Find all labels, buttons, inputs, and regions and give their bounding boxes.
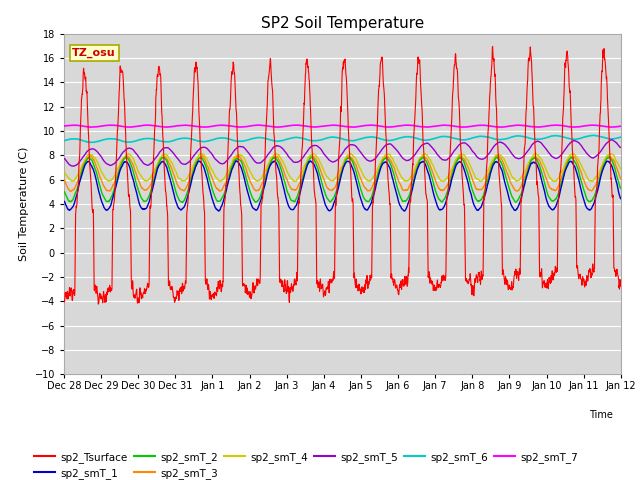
Text: Time: Time — [589, 409, 612, 420]
Title: SP2 Soil Temperature: SP2 Soil Temperature — [260, 16, 424, 31]
Text: TZ_osu: TZ_osu — [72, 48, 116, 58]
Y-axis label: Soil Temperature (C): Soil Temperature (C) — [19, 147, 29, 261]
Legend: sp2_Tsurface, sp2_smT_1, sp2_smT_2, sp2_smT_3, sp2_smT_4, sp2_smT_5, sp2_smT_6, : sp2_Tsurface, sp2_smT_1, sp2_smT_2, sp2_… — [30, 448, 582, 480]
